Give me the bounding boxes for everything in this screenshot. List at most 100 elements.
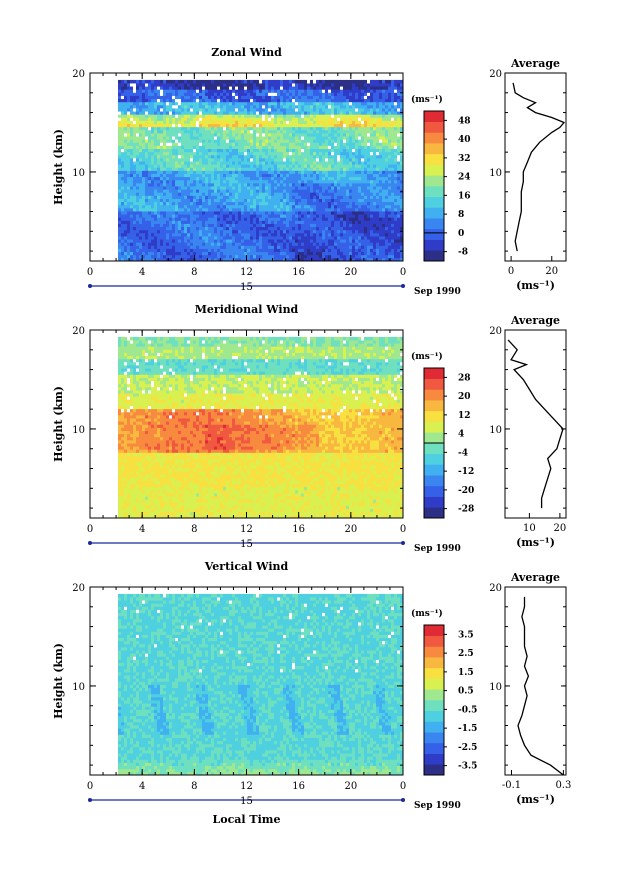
x-tick-label: 4 — [139, 267, 145, 278]
x-tick-label: 16 — [292, 781, 305, 792]
colorbar-swatch — [424, 443, 444, 455]
colorbar-swatch — [424, 218, 444, 230]
colorbar-swatch — [424, 432, 444, 444]
colorbar-tick-label: -3.5 — [458, 762, 477, 772]
profile-x-label: (ms⁻¹) — [516, 279, 555, 292]
profile-x-label: (ms⁻¹) — [516, 536, 555, 549]
colorbar-swatch — [424, 164, 444, 176]
colorbar-swatch — [424, 625, 444, 637]
colorbar-swatch — [424, 464, 444, 476]
colorbar-tick-label: 32 — [458, 154, 471, 164]
colorbar-unit: (ms⁻¹) — [411, 94, 443, 105]
colorbar-unit: (ms⁻¹) — [411, 351, 443, 362]
x-tick-label: 0 — [400, 781, 406, 792]
colorbar-swatch — [424, 207, 444, 219]
colorbar-swatch — [424, 453, 444, 465]
colorbar-tick-label: 4 — [458, 430, 464, 440]
profile-x-tick-label: 10 — [523, 523, 536, 534]
profile-y-tick-label: 10 — [489, 168, 502, 179]
y-tick-label: 10 — [72, 682, 85, 693]
profile-title: Average — [510, 571, 560, 584]
colorbar-swatch — [424, 721, 444, 733]
colorbar-swatch — [424, 667, 444, 679]
colorbar-swatch — [424, 710, 444, 722]
x-tick-label: 0 — [87, 267, 93, 278]
date-marker — [88, 541, 92, 545]
colorbar-swatch — [424, 196, 444, 208]
x-tick-label: 12 — [240, 524, 253, 535]
date-label: 15 — [240, 796, 253, 807]
profile-x-tick-label: 20 — [554, 523, 567, 534]
colorbar-tick-label: 2.5 — [458, 649, 474, 659]
colorbar-swatch — [424, 657, 444, 669]
colorbar-swatch — [424, 132, 444, 144]
colorbar-swatch — [424, 421, 444, 433]
colorbar-tick-label: 8 — [458, 210, 464, 220]
colorbar-swatch — [424, 111, 444, 123]
colorbar-swatch — [424, 410, 444, 422]
chart-panel-3: Vertical Wind 20 10 Height (km) 0 4 8 12 16 20 0 15… — [52, 560, 571, 826]
colorbar-tick-label: -1.5 — [458, 724, 477, 734]
profile-y-tick-label: 20 — [489, 326, 502, 337]
y-tick-label: 20 — [72, 583, 85, 594]
colorbar-swatch — [424, 121, 444, 133]
y-tick-label: 10 — [72, 168, 85, 179]
date-suffix: Sep 1990 — [414, 544, 461, 554]
x-axis-label: Local Time — [213, 813, 281, 826]
x-tick-label: 8 — [191, 267, 197, 278]
y-tick-label: 10 — [72, 425, 85, 436]
chart-title: Zonal Wind — [211, 46, 282, 59]
x-tick-label: 16 — [292, 524, 305, 535]
colorbar-tick-label: -8 — [458, 248, 468, 258]
chart-panel-2: Meridional Wind 20 10 Height (km) 0 4 8 12 16 20 0… — [52, 303, 567, 554]
x-tick-label: 12 — [240, 781, 253, 792]
x-tick-label: 8 — [191, 524, 197, 535]
x-tick-label: 12 — [240, 267, 253, 278]
colorbar-tick-label: 1.5 — [458, 668, 474, 678]
date-marker — [401, 798, 405, 802]
colorbar-tick-label: 0 — [458, 229, 464, 239]
colorbar-swatch — [424, 753, 444, 765]
profile-x-tick-label: 0 — [508, 266, 514, 277]
colorbar-swatch — [424, 485, 444, 497]
colorbar-tick-label: -12 — [458, 467, 474, 477]
profile-title: Average — [510, 57, 560, 70]
y-axis-label: Height (km) — [52, 643, 65, 719]
colorbar-swatch — [424, 678, 444, 690]
colorbar-tick-label: 12 — [458, 411, 471, 421]
x-tick-label: 0 — [400, 524, 406, 535]
date-marker — [401, 541, 405, 545]
profile-x-tick-label: 0.3 — [555, 780, 571, 791]
colorbar-tick-label: -2.5 — [458, 743, 477, 753]
profile-line — [517, 596, 564, 776]
colorbar-tick-label: 28 — [458, 373, 471, 383]
colorbar-swatch — [424, 228, 444, 240]
date-marker — [401, 284, 405, 288]
colorbar-swatch — [424, 250, 444, 262]
colorbar-tick-label: -28 — [458, 505, 474, 515]
colorbar-swatch — [424, 764, 444, 776]
profile-y-tick-label: 10 — [489, 425, 502, 436]
profile-title: Average — [510, 314, 560, 327]
colorbar-swatch — [424, 239, 444, 251]
x-tick-label: 20 — [344, 781, 357, 792]
colorbar-tick-label: 3.5 — [458, 630, 474, 640]
x-tick-label: 4 — [139, 524, 145, 535]
x-tick-label: 4 — [139, 781, 145, 792]
average-profile: Average 20 10 -0.1 0.3(ms⁻¹) — [489, 571, 571, 806]
colorbar-swatch — [424, 153, 444, 165]
y-tick-label: 20 — [72, 69, 85, 80]
date-marker — [88, 284, 92, 288]
heatmap-field — [118, 336, 404, 519]
x-tick-label: 20 — [344, 524, 357, 535]
colorbar-swatch — [424, 175, 444, 187]
average-profile: Average 20 10 10 20 (ms⁻¹) — [489, 314, 567, 549]
colorbar-swatch — [424, 732, 444, 744]
colorbar-swatch — [424, 700, 444, 712]
y-tick-label: 20 — [72, 326, 85, 337]
colorbar-tick-label: 0.5 — [458, 687, 474, 697]
profile-y-tick-label: 10 — [489, 682, 502, 693]
colorbar-swatch — [424, 689, 444, 701]
colorbar-tick-label: -20 — [458, 486, 474, 496]
profile-frame — [504, 586, 567, 776]
